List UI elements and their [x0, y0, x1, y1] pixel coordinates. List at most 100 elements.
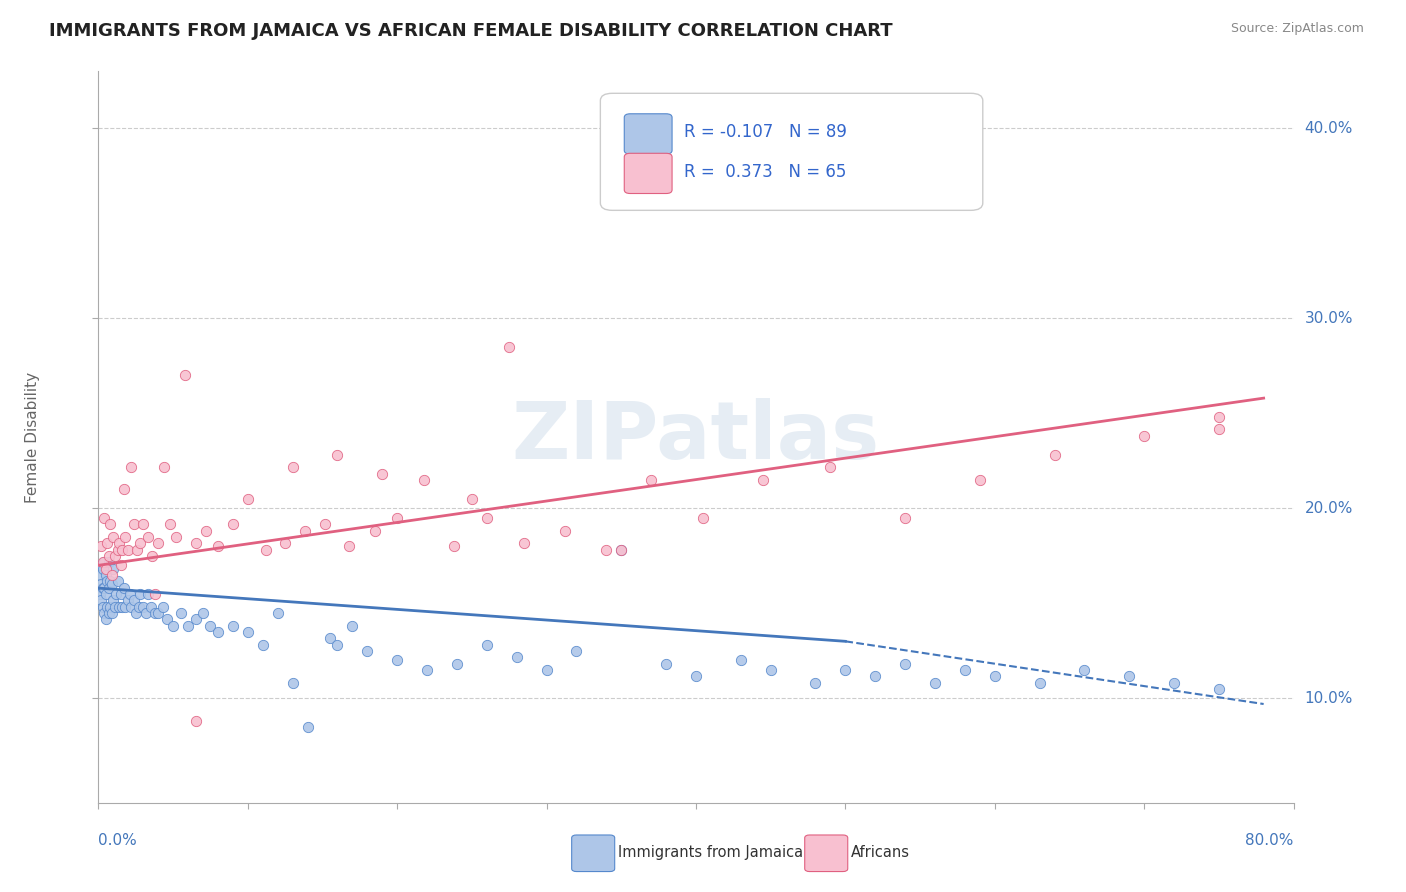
Point	[148, 535, 170, 549]
Text: R = -0.107   N = 89: R = -0.107 N = 89	[685, 123, 846, 141]
Point	[103, 530, 125, 544]
Point	[177, 619, 200, 633]
Point	[804, 676, 827, 690]
Point	[94, 567, 117, 582]
Point	[108, 535, 131, 549]
Point	[364, 524, 387, 538]
Point	[894, 657, 917, 672]
Point	[565, 644, 588, 658]
Point	[169, 606, 191, 620]
Point	[96, 535, 118, 549]
Point	[1133, 429, 1156, 443]
Point	[148, 606, 170, 620]
Point	[94, 611, 117, 625]
Point	[101, 577, 124, 591]
Point	[1043, 448, 1066, 462]
Point	[595, 543, 617, 558]
Point	[101, 606, 124, 620]
Point	[114, 530, 136, 544]
Point	[820, 459, 842, 474]
FancyBboxPatch shape	[624, 153, 672, 194]
Point	[685, 668, 707, 682]
Point	[834, 663, 856, 677]
Point	[184, 611, 207, 625]
Point	[1073, 663, 1095, 677]
Point	[342, 619, 364, 633]
Point	[94, 587, 117, 601]
Point	[159, 516, 181, 531]
Point	[475, 638, 498, 652]
Point	[461, 491, 484, 506]
Point	[536, 663, 558, 677]
Point	[136, 530, 159, 544]
FancyBboxPatch shape	[572, 835, 614, 871]
Text: ZIPatlas: ZIPatlas	[512, 398, 880, 476]
Point	[93, 581, 115, 595]
Point	[91, 562, 114, 576]
Point	[222, 619, 245, 633]
Point	[153, 459, 176, 474]
Point	[184, 714, 207, 728]
Point	[132, 600, 155, 615]
Point	[120, 600, 142, 615]
Point	[1163, 676, 1185, 690]
Point	[139, 600, 162, 615]
Point	[1118, 668, 1140, 682]
Point	[1208, 681, 1230, 696]
Point	[554, 524, 576, 538]
Point	[117, 543, 139, 558]
Point	[90, 577, 112, 591]
Point	[96, 574, 118, 588]
Point	[326, 448, 349, 462]
Point	[315, 516, 337, 531]
Point	[152, 600, 174, 615]
Point	[143, 606, 166, 620]
Point	[1208, 421, 1230, 435]
Point	[222, 516, 245, 531]
Point	[640, 473, 662, 487]
Point	[326, 638, 349, 652]
Text: 80.0%: 80.0%	[1246, 833, 1294, 848]
Point	[385, 653, 409, 667]
Point	[90, 558, 112, 573]
Point	[93, 606, 115, 620]
Point	[112, 483, 135, 497]
Point	[1028, 676, 1050, 690]
Point	[356, 644, 378, 658]
Point	[98, 600, 122, 615]
Point	[101, 567, 124, 582]
Point	[90, 539, 112, 553]
Text: Africans: Africans	[852, 845, 910, 860]
Point	[165, 530, 187, 544]
Point	[96, 600, 118, 615]
Point	[207, 539, 229, 553]
Point	[94, 562, 117, 576]
Point	[91, 555, 114, 569]
Point	[184, 535, 207, 549]
Point	[498, 340, 520, 354]
Point	[371, 467, 394, 482]
Point	[117, 592, 139, 607]
Point	[274, 535, 297, 549]
Point	[97, 606, 120, 620]
Text: 10.0%: 10.0%	[1305, 690, 1353, 706]
Point	[93, 511, 115, 525]
Point	[506, 649, 529, 664]
Point	[129, 587, 152, 601]
FancyBboxPatch shape	[624, 114, 672, 154]
Point	[104, 600, 127, 615]
Point	[195, 524, 218, 538]
Point	[443, 539, 465, 553]
Point	[894, 511, 917, 525]
Point	[110, 587, 132, 601]
Point	[89, 587, 111, 601]
Text: Female Disability: Female Disability	[25, 371, 41, 503]
Point	[125, 606, 148, 620]
Point	[236, 491, 259, 506]
Point	[112, 581, 135, 595]
Point	[513, 535, 536, 549]
Point	[91, 600, 114, 615]
Text: IMMIGRANTS FROM JAMAICA VS AFRICAN FEMALE DISABILITY CORRELATION CHART: IMMIGRANTS FROM JAMAICA VS AFRICAN FEMAL…	[49, 22, 893, 40]
Point	[254, 543, 277, 558]
Point	[103, 592, 125, 607]
